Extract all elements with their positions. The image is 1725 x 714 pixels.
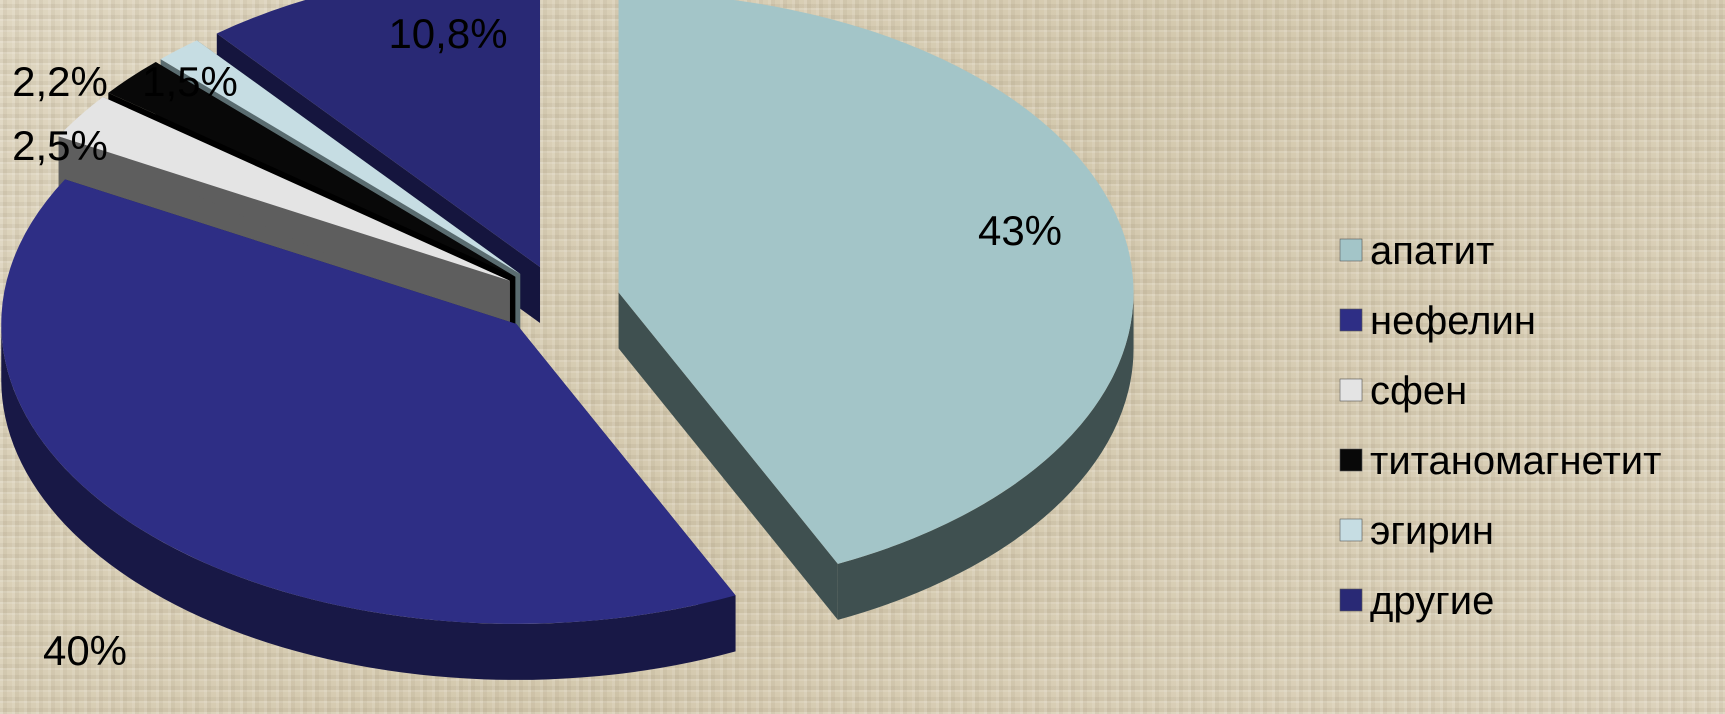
slice-апатит — [618, 0, 1134, 620]
legend-label-титаномагнетит: титаномагнетит — [1370, 439, 1661, 483]
legend-swatch-апатит — [1339, 238, 1363, 262]
legend-label-нефелин: нефелин — [1370, 299, 1536, 343]
legend-item-сфен: сфен — [1339, 369, 1467, 413]
legend-label-другие: другие — [1370, 579, 1494, 623]
slice-эгирин-top — [160, 40, 521, 274]
slice-апатит-wall — [837, 292, 1134, 620]
data-label-апатит: 43% — [978, 207, 1062, 254]
slice-апатит-top — [618, 0, 1134, 564]
legend-label-эгирин: эгирин — [1370, 509, 1494, 553]
legend-swatch-эгирин — [1339, 518, 1363, 542]
slice-сфен-top — [58, 96, 510, 281]
data-label-сфен: 2,5% — [12, 122, 108, 169]
slice-нефелин-top — [1, 179, 736, 624]
pie-slices — [1, 0, 1134, 680]
data-label-титаномагнетит: 2,2% — [12, 58, 108, 105]
legend-item-другие: другие — [1339, 579, 1494, 623]
legend-item-апатит: апатит — [1339, 229, 1494, 273]
data-label-эгирин: 1,5% — [142, 58, 238, 105]
legend-label-апатит: апатит — [1370, 229, 1494, 273]
data-label-другие: 10,8% — [388, 10, 507, 57]
slice-другие-top — [216, 0, 541, 268]
legend-item-нефелин: нефелин — [1339, 299, 1536, 343]
legend-item-титаномагнетит: титаномагнетит — [1339, 439, 1661, 483]
legend-item-эгирин: эгирин — [1339, 509, 1494, 553]
legend-swatch-другие — [1339, 588, 1363, 612]
slice-нефелин-wall — [1, 323, 736, 680]
slice-нефелин — [1, 179, 736, 680]
legend-swatch-нефелин — [1339, 308, 1363, 332]
legend-swatch-сфен — [1339, 378, 1363, 402]
slice-титаномагнетит-top — [108, 61, 516, 277]
data-label-нефелин: 40% — [43, 627, 127, 674]
data-labels: 43% 40% 2,5% 2,2% 1,5% 10,8% — [12, 10, 1062, 674]
legend-label-сфен: сфен — [1370, 369, 1467, 413]
legend: апатит нефелин сфен титаномагнетит эгирин дру… — [1339, 229, 1661, 623]
legend-swatch-титаномагнетит — [1339, 448, 1363, 472]
slice-апатит-cut-end — [618, 292, 838, 620]
